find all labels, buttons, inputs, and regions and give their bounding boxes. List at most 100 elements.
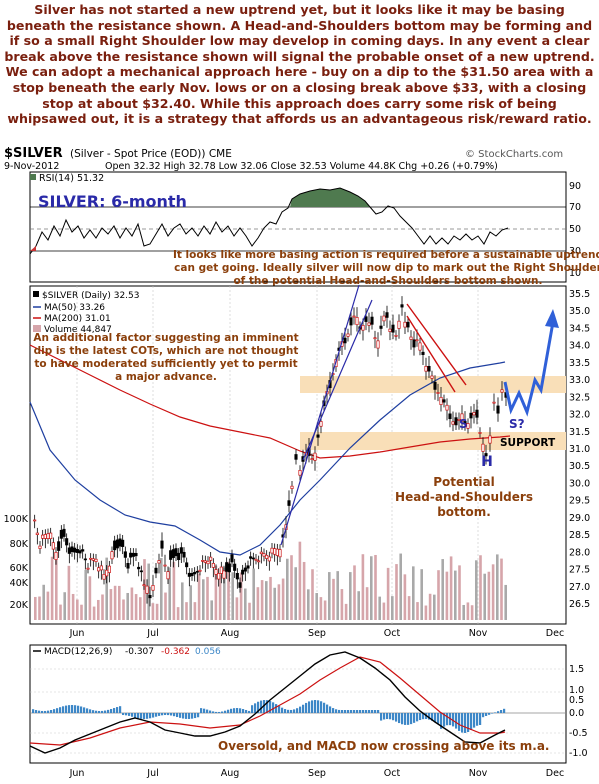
volume-bar	[416, 602, 419, 620]
volume-bar	[307, 589, 310, 620]
volume-bar	[260, 580, 264, 620]
macd-histogram-bar	[287, 709, 290, 713]
macd-histogram-bar	[275, 704, 278, 713]
candle-body	[251, 557, 255, 560]
candle-body	[310, 458, 314, 460]
macd-histogram-bar	[134, 713, 137, 718]
price-tick: 28.5	[569, 530, 590, 541]
volume-bar	[214, 565, 218, 620]
volume-bar	[227, 561, 230, 620]
candle-body	[171, 549, 175, 558]
macd-histogram-bar	[188, 713, 191, 719]
volume-bar	[336, 571, 339, 620]
candle-body	[364, 316, 368, 322]
candle-body	[38, 545, 42, 549]
volume-bar	[130, 587, 134, 620]
macd-tick: 0.0	[569, 708, 584, 719]
candle-body	[445, 404, 449, 411]
candle-body	[475, 409, 479, 418]
candle-body	[51, 542, 55, 550]
volume-tick: 80K	[10, 539, 29, 550]
candle-body	[33, 519, 37, 522]
macd-histogram-bar	[386, 713, 389, 720]
candle-body	[190, 572, 194, 577]
candle-body	[463, 421, 467, 425]
candle-body	[57, 541, 61, 551]
macd-histogram-bar	[65, 705, 68, 713]
macd-histogram-bar	[467, 713, 470, 732]
volume-bar	[38, 596, 41, 620]
candle-body	[73, 547, 77, 553]
candle-body	[460, 413, 464, 422]
candle-body	[107, 565, 111, 573]
volume-bar	[445, 571, 449, 620]
candle-body	[492, 401, 496, 404]
candle-body	[352, 315, 356, 318]
candle-body	[394, 334, 398, 337]
volume-bar	[109, 589, 113, 620]
macd-histogram-bar	[245, 709, 248, 713]
macd-histogram-bar	[500, 710, 503, 713]
macd-histogram-bar	[113, 708, 116, 713]
volume-bar	[118, 585, 121, 620]
volume-bar	[122, 599, 125, 620]
candle-body	[203, 560, 207, 563]
volume-bar	[88, 576, 92, 620]
candle-body	[379, 325, 383, 329]
macd-histogram-bar	[83, 707, 86, 713]
volume-bar	[218, 575, 222, 620]
macd-histogram-bar	[236, 708, 239, 713]
candle-body	[391, 324, 395, 333]
macd-histogram-bar	[185, 713, 188, 719]
volume-bar	[55, 559, 58, 620]
basing-annotation-line: It looks like more basing action is requ…	[173, 249, 599, 261]
macd-histogram-bar	[284, 709, 287, 713]
macd-histogram-bar	[74, 705, 77, 713]
volume-bar	[92, 606, 96, 620]
candle-body	[49, 532, 53, 540]
volume-bar	[185, 602, 188, 620]
volume-bar	[319, 597, 323, 620]
macd-histogram-bar	[338, 709, 341, 713]
macd-signal-line	[29, 656, 506, 746]
macd-histogram-bar	[308, 701, 311, 713]
macd-histogram-bar	[209, 710, 212, 713]
candle-body	[361, 324, 365, 331]
macd-histogram-bar	[341, 710, 344, 713]
macd-histogram-bar	[98, 710, 101, 713]
downtrend-lower-line	[406, 315, 456, 393]
volume-bar	[420, 569, 423, 620]
volume-bar	[113, 585, 117, 620]
volume-bar	[277, 584, 281, 620]
volume-bar	[101, 594, 104, 620]
volume-bar	[449, 556, 453, 620]
candle-body	[346, 333, 350, 337]
macd-tick: -1.0	[569, 748, 588, 759]
macd-histogram-bar	[296, 708, 299, 713]
price-panel: $SILVER (Daily) 32.53 MA(50) 33.26 MA(20…	[4, 284, 590, 639]
candle-body	[86, 567, 90, 570]
macd-histogram-bar	[104, 710, 107, 713]
hs-annotation-line: Potential	[433, 475, 495, 489]
macd-histogram-bar	[131, 713, 134, 717]
volume-bar	[59, 604, 62, 620]
candle-body	[241, 569, 245, 575]
candle-body	[35, 532, 39, 536]
macd-histogram-bar	[404, 713, 407, 725]
candle-body	[43, 534, 47, 539]
macd-histogram-bar	[431, 713, 434, 721]
support-label: SUPPORT	[500, 437, 556, 449]
candle-body	[142, 584, 146, 587]
macd-histogram-bar	[251, 705, 254, 713]
volume-bar	[76, 599, 79, 620]
macd-histogram-bar	[266, 700, 269, 713]
candle-body	[179, 547, 183, 554]
volume-bar	[458, 565, 461, 620]
candle-body	[436, 392, 440, 394]
candle-body	[484, 453, 488, 457]
candle-body	[198, 569, 202, 572]
legend-ma200: MA(200) 31.01	[44, 314, 111, 324]
candle-body	[313, 452, 317, 461]
candle-body	[211, 563, 215, 568]
